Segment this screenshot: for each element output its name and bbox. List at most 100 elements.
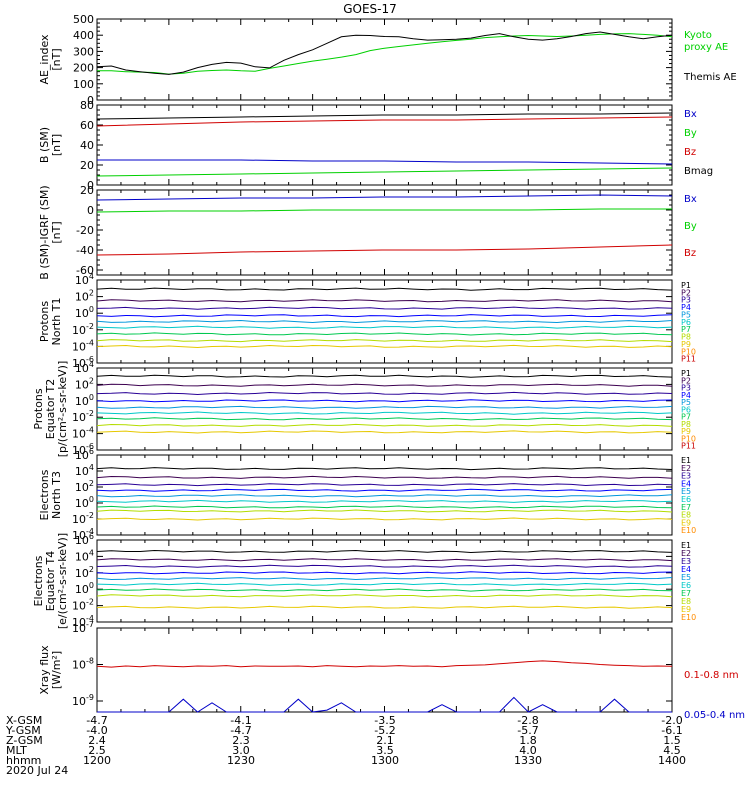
y-tick-label: 400 [73, 29, 94, 42]
y-axis-label: Xray flux [38, 645, 51, 695]
y-axis-label: Protons [32, 388, 45, 429]
footer-cell: 1.8 [519, 734, 537, 747]
channel-line-e1 [96, 467, 673, 471]
footer-cell: -4.7 [230, 724, 251, 737]
y-tick-label: 10-8 [72, 657, 94, 672]
y-tick-label: 104 [75, 548, 94, 563]
channel-line-e6 [96, 582, 673, 586]
channel-line-p4 [96, 314, 673, 318]
y-tick-label: 10-7 [72, 620, 94, 635]
channel-label: P2 [681, 376, 691, 385]
channel-label: P10 [681, 347, 696, 356]
y-tick-label: 500 [73, 13, 94, 26]
series-line-by [96, 167, 673, 177]
footer-cell: 3.0 [232, 744, 250, 757]
channel-label: P5 [681, 398, 691, 407]
channel-line-e2 [96, 558, 673, 562]
footer-cell: -2.0 [661, 714, 682, 727]
y-tick-label: 10-2 [72, 511, 94, 526]
y-tick-label: 200 [73, 62, 94, 75]
footer-cell: -5.2 [374, 724, 395, 737]
footer-cell: 2.3 [232, 734, 250, 747]
channel-label: E3 [681, 557, 691, 566]
series-line-bz [96, 116, 673, 127]
legend-entry: 0.05-0.4 nm [684, 710, 745, 721]
y-tick-label: 10-2 [72, 409, 94, 424]
legend-entry: Bz [684, 248, 696, 259]
panel-xray: 10-9 10-8 10-7 Xray flux [W/m²] 0.1-0.8 nm 0.0… [38, 620, 745, 721]
footer-cell: -4.7 [86, 714, 107, 727]
y-axis-label: Equator T2 [44, 379, 57, 439]
channel-line-p3 [96, 306, 673, 310]
y-axis-label: [e/(cm²-s-sr-keV)] [56, 533, 69, 629]
channel-label: P1 [681, 369, 691, 378]
y-tick-label: 106 [75, 447, 94, 462]
channel-label: P6 [681, 318, 691, 327]
channel-label: E6 [681, 581, 691, 590]
footer-cell: 1.5 [663, 734, 681, 747]
channel-label: P2 [681, 288, 691, 297]
channel-label: P11 [681, 442, 696, 451]
footer-cell: 1200 [83, 754, 111, 767]
footer-cell: 2.5 [88, 744, 106, 757]
y-tick-label: 104 [75, 463, 94, 478]
channel-label: E4 [681, 565, 691, 574]
y-tick-label: 40 [80, 139, 94, 152]
channel-label: E7 [681, 589, 691, 598]
channel-line-p2 [96, 299, 673, 303]
footer-row-label: MLT [6, 744, 27, 757]
y-tick-label: 100 [75, 581, 94, 596]
y-tick-label: 104 [75, 272, 94, 287]
footer-cell: 1230 [227, 754, 255, 767]
y-tick-label: 102 [75, 289, 94, 304]
footer-cell: -4.0 [86, 724, 107, 737]
y-tick-label: 100 [75, 495, 94, 510]
y-tick-label: 102 [75, 376, 94, 391]
channel-line-p3 [96, 391, 673, 396]
series-line-bz [96, 244, 673, 256]
footer-cell: 1300 [371, 754, 399, 767]
y-tick-label: 100 [75, 305, 94, 320]
footer-cell: 4.0 [519, 744, 537, 757]
y-axis-label: [p/(cm²-s-sr-keV)] [56, 361, 69, 458]
y-axis-label: North T1 [50, 298, 63, 346]
channel-label: E4 [681, 479, 691, 488]
panel-bsm: 0 20 40 60 80 B (SM) [nT] Bx By Bz Bmag [38, 99, 713, 192]
y-axis-label: B (SM) [38, 127, 51, 163]
channel-label: E9 [681, 605, 691, 614]
series-line-0-05-0-4-nm [97, 696, 672, 713]
channel-label: P10 [681, 434, 696, 443]
date-label: 2020 Jul 24 [6, 764, 68, 777]
y-tick-label: 102 [75, 565, 94, 580]
footer-cell: -6.1 [661, 724, 682, 737]
series-line-0-1-0-8-nm [96, 660, 673, 668]
footer-cell: 3.5 [376, 744, 394, 757]
panel-frame [96, 18, 673, 101]
legend-entry: 0.1-0.8 nm [684, 670, 739, 681]
y-tick-label: 10-2 [72, 322, 94, 337]
plot-title: GOES-17 [343, 2, 397, 16]
channel-line-p9 [96, 344, 673, 349]
series-line-bx [96, 194, 673, 201]
channel-label: P5 [681, 310, 691, 319]
footer-cell: 2.4 [88, 734, 106, 747]
legend-entry: Themis AE [683, 72, 737, 83]
y-tick-label: 10-4 [72, 426, 94, 441]
channel-line-p1 [96, 287, 673, 291]
y-tick-label: 100 [75, 393, 94, 408]
y-axis-label: Protons [38, 301, 51, 342]
legend-entry: By [684, 128, 697, 139]
y-tick-label: -20 [76, 224, 94, 237]
channel-label: E8 [681, 511, 691, 520]
channel-line-e6 [96, 499, 673, 503]
footer-cell: -4.1 [230, 714, 251, 727]
channel-line-p9 [96, 430, 673, 434]
footer-row-label: X-GSM [6, 714, 42, 727]
channel-line-e9 [96, 605, 673, 609]
channel-label: P9 [681, 340, 691, 349]
